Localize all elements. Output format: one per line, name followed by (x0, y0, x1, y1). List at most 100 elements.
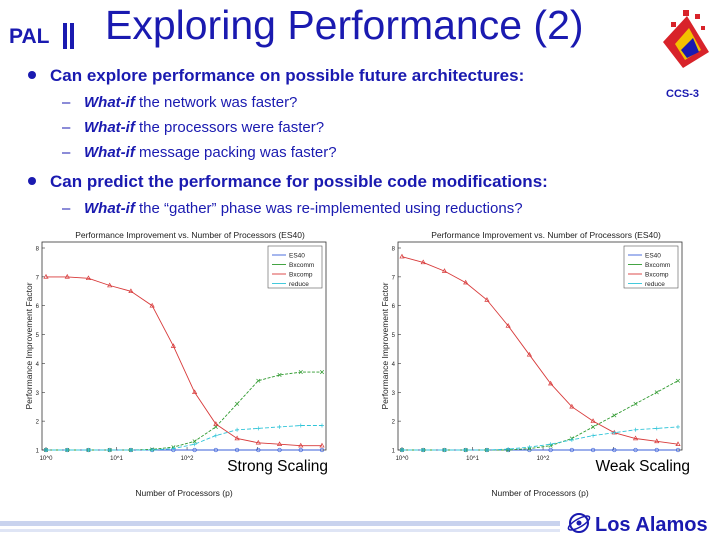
data-point (213, 433, 218, 438)
data-point (64, 273, 70, 279)
data-point (591, 424, 596, 429)
data-point (277, 424, 282, 429)
data-point (319, 370, 325, 375)
los-alamos-text: Los Alamos (595, 514, 708, 536)
sub-bullet-emphasis: What-if (84, 119, 135, 136)
data-point (171, 446, 176, 451)
data-point (569, 403, 575, 409)
data-point (633, 427, 638, 432)
data-point (234, 435, 240, 441)
y-tick-label: 8 (392, 247, 396, 253)
legend-label: reduce (289, 281, 309, 288)
data-point (320, 423, 324, 428)
data-point (675, 378, 681, 383)
x-axis-label: Number of Processors (p) (491, 488, 588, 498)
data-point (591, 433, 596, 438)
x-axis-label: Number of Processors (p) (135, 488, 232, 498)
y-tick-label: 8 (36, 247, 40, 253)
legend-label: ES40 (289, 253, 305, 260)
bullet-future-architectures: Can explore performance on possible futu… (28, 66, 524, 86)
data-point (654, 390, 659, 395)
data-point (548, 447, 553, 453)
sub-bullet-network: – What-if the network was faster? (62, 94, 298, 111)
sub-bullet-emphasis: What-if (84, 144, 135, 161)
sub-bullet-emphasis: What-if (84, 94, 135, 111)
data-point (44, 448, 48, 452)
legend-box (623, 245, 679, 289)
data-point (128, 288, 134, 294)
corner-logo (663, 10, 709, 68)
data-point (527, 445, 532, 450)
sub-bullet-text: the “gather” phase was re-implemented us… (134, 200, 523, 217)
data-point (149, 302, 155, 308)
sub-bullet-processors: – What-if the processors were faster? (62, 119, 325, 136)
data-point (192, 447, 197, 453)
sub-bullet-emphasis: What-if (84, 200, 135, 217)
series-line-bxcomp (401, 256, 679, 445)
x-tick-label: 10^1 (466, 456, 479, 462)
data-point (65, 448, 70, 452)
y-tick-label: 2 (392, 420, 396, 426)
data-point (506, 447, 511, 452)
weak-scaling-chart: Performance Improvement vs. Number of Pr… (380, 228, 690, 500)
data-point (150, 448, 155, 452)
data-point (463, 448, 468, 452)
data-point (676, 424, 680, 429)
data-point (612, 413, 617, 418)
data-point (421, 448, 426, 452)
data-point (192, 389, 198, 395)
data-point (43, 273, 49, 279)
caption-bg (562, 455, 690, 475)
data-point (569, 447, 574, 453)
data-point (399, 253, 405, 259)
data-point (276, 441, 283, 446)
series-line-bxcomm (402, 380, 679, 451)
chart-title: Performance Improvement vs. Number of Pr… (75, 230, 305, 240)
chart-legend: ES40 Bxcomm Bxcomp reduce (623, 245, 679, 289)
data-point (319, 442, 325, 448)
sub-bullet-message-packing: – What-if message packing was faster? (62, 144, 337, 161)
data-point (277, 447, 282, 453)
data-point (633, 401, 638, 406)
sub-bullet-reductions: – What-if the “gather” phase was re-imple… (62, 200, 523, 217)
data-point (277, 372, 282, 378)
y-tick-label: 4 (392, 362, 396, 368)
x-tick-label: 10^0 (40, 456, 53, 462)
data-point (235, 401, 240, 406)
data-point (170, 343, 176, 348)
sub-bullet-text: message packing was faster? (134, 144, 337, 161)
series-line-bxcomp (46, 276, 322, 447)
legend-label: Bxcomp (289, 272, 313, 279)
caption-bg (200, 455, 330, 475)
data-point (128, 448, 133, 452)
data-point (548, 442, 553, 447)
data-point (442, 448, 447, 452)
data-point (654, 426, 659, 431)
y-tick-label: 5 (392, 333, 396, 339)
data-point (107, 448, 112, 452)
y-axis-label: Performance Improvement Factor (24, 282, 34, 409)
data-point (234, 447, 240, 453)
data-point (192, 442, 197, 447)
y-tick-label: 1 (36, 449, 40, 455)
data-point (654, 438, 660, 444)
data-point (256, 447, 261, 453)
data-point (633, 447, 638, 453)
data-point (255, 439, 261, 445)
data-point (213, 421, 219, 426)
series-line-reduce (402, 426, 679, 451)
chart-title: Performance Improvement vs. Number of Pr… (431, 230, 661, 240)
x-tick-label: 10^1 (110, 456, 123, 462)
data-point (86, 448, 91, 452)
data-point (107, 282, 113, 288)
y-tick-label: 3 (36, 391, 40, 397)
bullet-dot-icon (28, 70, 36, 79)
y-tick-label: 7 (392, 275, 396, 281)
y-tick-label: 7 (36, 275, 40, 281)
data-point (256, 378, 261, 383)
data-point (441, 268, 448, 273)
data-point (235, 427, 240, 432)
strong-scaling-chart: Performance Improvement vs. Number of Pr… (24, 228, 334, 500)
y-tick-label: 3 (392, 391, 396, 397)
data-point (298, 447, 303, 453)
